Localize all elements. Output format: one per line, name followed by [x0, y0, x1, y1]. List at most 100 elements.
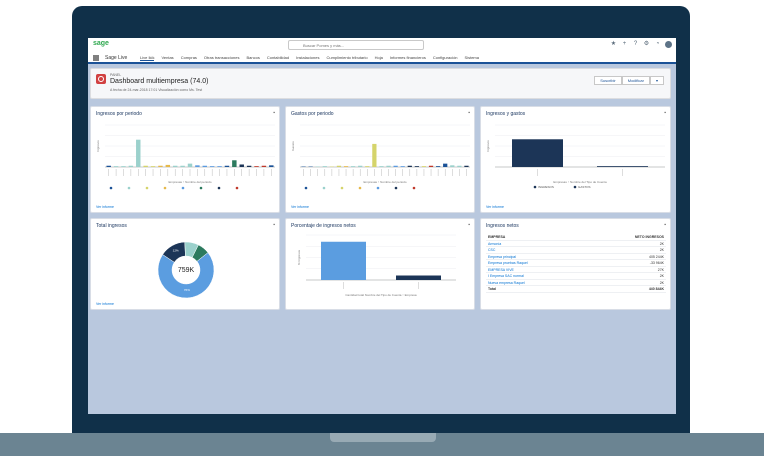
avatar[interactable] — [665, 41, 672, 48]
chart-gastos-periodo: Gastos Empresas ↑ Nombre del periodo — [291, 124, 470, 190]
table-row: I Empresa SAC normal 2K — [486, 273, 666, 280]
bar — [165, 164, 171, 167]
bar — [150, 166, 156, 167]
legend-swatch — [217, 186, 221, 190]
x-axis-label: Empresas ↑ Nombre del Tipo de Cuenta — [553, 180, 607, 184]
add-icon[interactable]: + — [622, 41, 627, 47]
view-report-link[interactable]: Ver informe — [486, 205, 504, 209]
bar — [457, 165, 462, 167]
x-axis-label: Empresas ↑ Nombre del periodo — [168, 180, 211, 184]
top-icons: ★ + ? ⚙ ◔ — [610, 41, 672, 48]
bar — [421, 166, 427, 167]
top-bar: sage ★ + ? ⚙ ◔ — [88, 38, 676, 53]
company-cell[interactable]: Nueva empresa Raquel — [488, 280, 525, 285]
slice-label: 12% — [173, 249, 179, 253]
bar — [443, 163, 448, 167]
nav-item[interactable]: Otras transacciones — [203, 55, 240, 60]
app-name: Sage Live — [105, 55, 128, 61]
slice-label: 76% — [184, 288, 190, 292]
bar — [224, 165, 230, 167]
bar — [379, 166, 384, 167]
card-menu-icon[interactable]: ▪ — [273, 222, 275, 228]
nav-item[interactable]: Hoja — [374, 55, 383, 60]
value-cell: 440 844K — [648, 287, 664, 291]
nav-item[interactable]: Informes financieros — [389, 55, 426, 60]
legend-swatch — [235, 186, 239, 190]
gear-icon[interactable]: ⚙ — [643, 41, 650, 47]
bar — [393, 165, 398, 167]
value-cell: 2K — [659, 248, 664, 252]
card-menu-icon[interactable]: ▪ — [664, 222, 666, 228]
bar — [180, 165, 185, 167]
bell-icon[interactable]: ◔ — [655, 41, 660, 47]
column-header[interactable]: NETO INGRESOS — [634, 235, 664, 239]
search-input[interactable] — [288, 40, 424, 50]
view-report-link[interactable]: Ver informe — [291, 205, 309, 209]
card-pct-ingresos: Porcentaje de ingresos netos ▪ % Ingreso… — [285, 218, 475, 310]
nav-item[interactable]: Cumplimiento tributario — [326, 55, 368, 60]
legend-swatch — [533, 185, 537, 189]
nav-item[interactable]: Configuración — [432, 55, 458, 60]
company-cell[interactable]: EMPRESA VIVE — [488, 267, 514, 272]
card-menu-icon[interactable]: ▪ — [664, 110, 666, 116]
help-icon[interactable]: ? — [633, 41, 638, 47]
bar — [343, 166, 349, 167]
company-cell[interactable]: Empresa pruebas Raquel — [488, 261, 528, 265]
card-ingresos-gastos: Ingresos y gastos ▪ Ingresos Empresas ↑ N… — [480, 106, 671, 213]
favorites-icon[interactable]: ★ — [610, 41, 617, 47]
view-report-link[interactable]: Ver informe — [96, 205, 114, 209]
nav-item[interactable]: Sistema — [464, 55, 479, 60]
nav-item[interactable]: Live Ikik — [140, 55, 155, 61]
nav-items: Live Ikik Ventas Compras Otras transaccione… — [140, 55, 479, 61]
value-cell: -33 964K — [649, 261, 664, 265]
value-cell: 2K — [659, 241, 664, 246]
card-title: Ingresos y gastos — [486, 111, 526, 117]
nav-item[interactable]: Compras — [180, 55, 197, 60]
header-subtitle: A fecha de 24-mar-2018 17:01 Visualizaci… — [110, 88, 203, 92]
company-cell[interactable]: Empresa principal — [488, 254, 517, 259]
bar — [365, 166, 370, 167]
legend-swatch — [573, 185, 577, 189]
company-cell[interactable]: Armonía — [488, 241, 502, 246]
bar — [106, 165, 111, 167]
nav-item[interactable]: Instalaciones — [296, 55, 320, 60]
card-gastos-periodo: Gastos por periodo ▪ Gastos Empresas ↑ No… — [285, 106, 475, 213]
legend-swatch — [322, 186, 326, 190]
table-row: Empresa pruebas Raquel -33 964K — [486, 260, 666, 267]
column-header[interactable]: EMPRESA — [488, 235, 506, 239]
app-launcher-icon[interactable] — [93, 55, 99, 61]
legend-swatch — [340, 186, 344, 190]
bar — [217, 166, 222, 167]
subscribe-button[interactable]: Suscribir — [594, 76, 622, 85]
x-axis-label: Cantidad total Nombre del Tipo de Cuenta… — [345, 293, 417, 297]
company-cell[interactable]: Total — [488, 287, 497, 291]
chart-total-ingresos: 76% 12% 759K — [157, 241, 215, 299]
bar — [121, 166, 126, 167]
card-menu-icon[interactable]: ▪ — [273, 110, 275, 116]
nav-item[interactable]: Bancos — [246, 55, 260, 60]
bar — [358, 165, 363, 167]
card-menu-icon[interactable]: ▪ — [468, 110, 470, 116]
nav-item[interactable]: Contabilidad — [266, 55, 290, 60]
legend-swatch — [109, 186, 113, 190]
bar — [261, 165, 267, 167]
card-menu-icon[interactable]: ▪ — [468, 222, 470, 228]
legend-label: GASTOS — [578, 185, 590, 189]
bar — [436, 166, 441, 167]
view-report-link[interactable]: Ver informe — [96, 302, 114, 306]
bar — [239, 164, 244, 167]
dashboard-header: PANEL Dashboard multiempresa (74.0) A fe… — [90, 68, 671, 99]
company-cell[interactable]: I Empresa SAC normal — [488, 274, 524, 278]
card-title: Total ingresos — [96, 223, 127, 229]
card-title: Ingresos por periodo — [96, 111, 142, 117]
bar — [202, 165, 207, 167]
pie-slice — [191, 244, 209, 262]
nav-item[interactable]: Ventas — [161, 55, 174, 60]
bar — [372, 143, 377, 167]
more-options-button[interactable]: ▾ — [649, 76, 664, 85]
edit-button[interactable]: Modificar — [621, 76, 650, 85]
sage-logo[interactable]: sage — [93, 40, 109, 47]
company-cell[interactable]: CSC — [488, 248, 496, 252]
pie-slice — [157, 252, 215, 299]
header-buttons: Suscribir Modificar ▾ — [594, 76, 664, 85]
